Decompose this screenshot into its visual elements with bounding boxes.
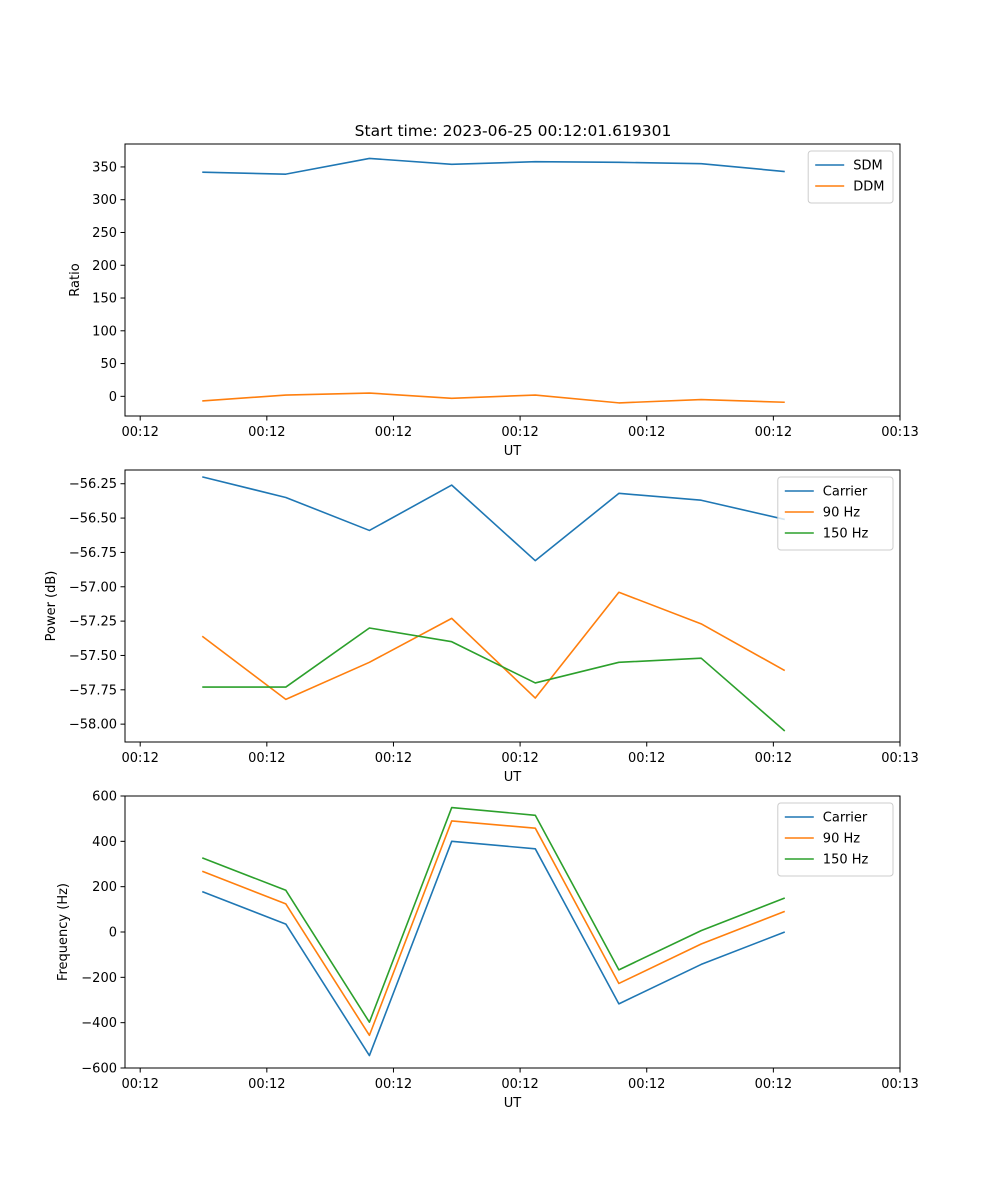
power-series-line-carrier (202, 476, 785, 562)
power-y-tick-label: −56.75 (69, 546, 117, 561)
power-x-tick-label: 00:12 (375, 751, 412, 766)
ratio-y-tick-label: 200 (92, 259, 117, 274)
power-legend-label-150-hz: 150 Hz (823, 527, 869, 542)
power-x-tick-label: 00:12 (628, 751, 665, 766)
ratio-x-tick-label: 00:12 (628, 425, 665, 440)
frequency-x-tick-label: 00:12 (755, 1077, 792, 1092)
frequency-legend-label-150-hz: 150 Hz (823, 853, 869, 868)
ratio-y-tick-label: 100 (92, 324, 117, 339)
figure-title: Start time: 2023-06-25 00:12:01.619301 (355, 122, 672, 140)
frequency-y-tick-label: 0 (109, 926, 117, 941)
ratio-y-tick-label: 300 (92, 193, 117, 208)
power-x-tick-label: 00:13 (881, 751, 918, 766)
ratio-y-axis-label: Ratio (68, 263, 83, 296)
frequency-x-tick-label: 00:12 (248, 1077, 285, 1092)
ratio-x-tick-label: 00:12 (755, 425, 792, 440)
power-x-tick-label: 00:12 (501, 751, 538, 766)
ratio-axes-frame (124, 143, 901, 417)
power-series-line-150-hz (202, 627, 786, 732)
power-axes-frame (124, 469, 901, 743)
power-y-tick-label: −56.50 (69, 512, 117, 527)
ratio-legend-box (807, 150, 894, 204)
ratio-y-tick-label: 50 (100, 357, 117, 372)
ratio-legend-label-sdm: SDM (853, 159, 882, 174)
ratio-x-tick-label: 00:12 (501, 425, 538, 440)
power-y-tick-label: −58.00 (69, 718, 117, 733)
power-y-axis-label: Power (dB) (44, 571, 59, 642)
frequency-y-tick-label: −400 (81, 1016, 117, 1031)
frequency-panel: 00:12 00:12 00:12 00:12 00:12 00:12 00:13 −600 −… (56, 790, 919, 1112)
frequency-series-line-90-hz (201, 820, 786, 1037)
power-x-tick-label: 00:12 (248, 751, 285, 766)
frequency-y-tick-label: 200 (92, 880, 117, 895)
frequency-x-tick-label: 00:12 (501, 1077, 538, 1092)
ratio-x-tick-label: 00:12 (248, 425, 285, 440)
frequency-legend-box (777, 802, 894, 877)
frequency-series-line-carrier (201, 840, 786, 1057)
ratio-panel: 00:12 00:12 00:12 00:12 00:12 00:12 00:13 0 50 10… (68, 143, 919, 459)
ratio-x-tick-label: 00:12 (121, 425, 158, 440)
frequency-y-axis-label: Frequency (Hz) (56, 883, 71, 981)
ratio-x-axis-label: UT (504, 444, 522, 459)
power-x-tick-label: 00:12 (121, 751, 158, 766)
ratio-x-tick-label: 00:13 (881, 425, 918, 440)
frequency-y-tick-label: −200 (81, 971, 117, 986)
power-legend-box (777, 476, 894, 551)
power-y-tick-label: −57.00 (69, 580, 117, 595)
power-x-axis-label: UT (504, 770, 522, 785)
ratio-y-tick-label: 250 (92, 226, 117, 241)
frequency-y-tick-label: −600 (81, 1062, 117, 1077)
ratio-x-tick-label: 00:12 (375, 425, 412, 440)
power-legend-label-90-hz: 90 Hz (823, 506, 860, 521)
frequency-y-tick-label: 400 (92, 835, 117, 850)
ratio-series-line-ddm (202, 392, 785, 404)
ratio-y-tick-label: 350 (92, 160, 117, 175)
power-y-tick-label: −57.50 (69, 649, 117, 664)
ratio-y-tick-label: 150 (92, 292, 117, 307)
ratio-series-line-sdm (202, 157, 785, 175)
frequency-x-axis-label: UT (504, 1096, 522, 1111)
power-legend-label-carrier: Carrier (823, 485, 868, 500)
power-series-line-90-hz (201, 591, 786, 701)
power-y-tick-label: −57.75 (69, 683, 117, 698)
frequency-x-tick-label: 00:13 (881, 1077, 918, 1092)
power-x-tick-label: 00:12 (755, 751, 792, 766)
power-y-tick-label: −56.25 (69, 477, 117, 492)
ratio-y-tick-label: 0 (109, 390, 117, 405)
power-legend: Carrier 90 Hz 150 Hz (777, 476, 894, 551)
frequency-series-line-150-hz (201, 806, 786, 1024)
power-y-tick-label: −57.25 (69, 615, 117, 630)
frequency-x-tick-label: 00:12 (121, 1077, 158, 1092)
ratio-legend-label-ddm: DDM (853, 180, 884, 195)
frequency-x-tick-label: 00:12 (375, 1077, 412, 1092)
frequency-legend-label-carrier: Carrier (823, 811, 868, 826)
frequency-x-tick-label: 00:12 (628, 1077, 665, 1092)
power-panel: 00:12 00:12 00:12 00:12 00:12 00:12 00:13 −58.0… (44, 469, 919, 785)
frequency-legend: Carrier 90 Hz 150 Hz (777, 802, 894, 877)
ratio-legend: SDM DDM (807, 150, 894, 204)
frequency-legend-label-90-hz: 90 Hz (823, 832, 860, 847)
frequency-y-tick-label: 600 (92, 790, 117, 805)
